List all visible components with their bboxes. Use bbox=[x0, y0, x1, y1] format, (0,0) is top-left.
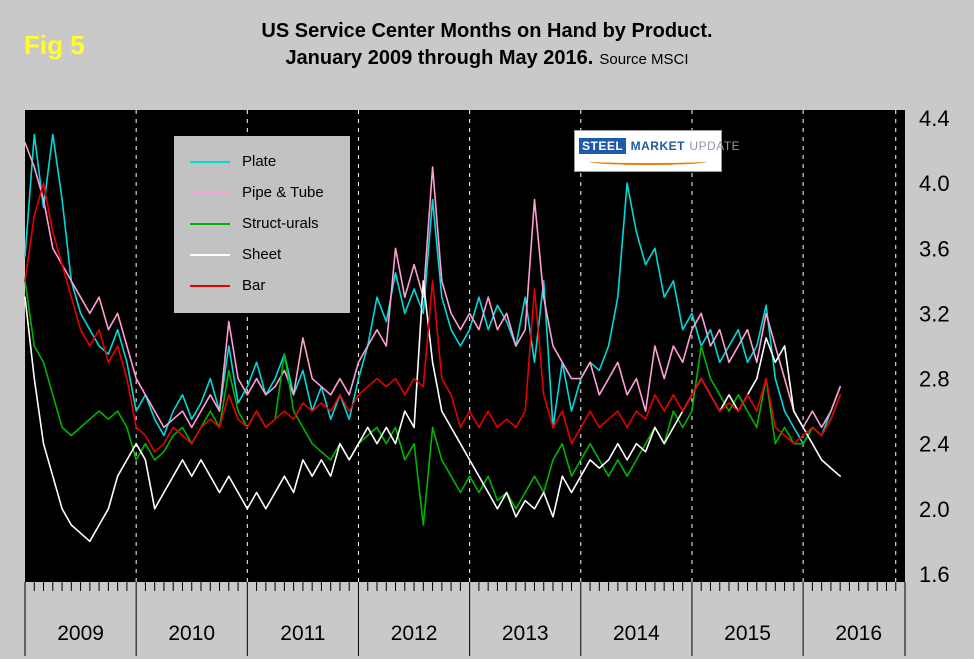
legend-item-pipe-tube: Pipe & Tube bbox=[190, 177, 350, 208]
legend-item-plate: Plate bbox=[190, 146, 350, 177]
legend-line-swatch bbox=[190, 191, 230, 194]
steel-market-update-logo: STEEL MARKET UPDATE bbox=[574, 130, 740, 172]
y-axis-tick-label: 4.0 bbox=[919, 171, 950, 196]
legend-label: Pipe & Tube bbox=[242, 184, 324, 201]
logo-word-update: UPDATE bbox=[689, 139, 741, 153]
legend-label: Struct-urals bbox=[242, 215, 319, 232]
legend-line-swatch bbox=[190, 253, 230, 256]
logo-word-market: MARKET bbox=[630, 139, 685, 153]
chart-header: US Service Center Months on Hand by Prod… bbox=[0, 18, 974, 72]
series-line-pipe-tube bbox=[24, 141, 842, 429]
legend-label: Sheet bbox=[242, 246, 282, 263]
x-axis-year-label: 2012 bbox=[391, 622, 438, 645]
legend-label: Plate bbox=[242, 153, 277, 170]
y-axis-tick-label: 3.6 bbox=[919, 236, 950, 261]
chart-legend: Plate Pipe & Tube Struct-urals Sheet Bar bbox=[174, 136, 350, 313]
plot-area bbox=[25, 110, 905, 582]
logo-text: STEEL MARKET UPDATE bbox=[579, 137, 740, 155]
legend-item-bar: Bar bbox=[190, 270, 350, 301]
series-line-plate bbox=[24, 133, 842, 445]
x-axis-year-label: 2009 bbox=[57, 622, 104, 645]
chart-title-dates: January 2009 through May 2016. bbox=[285, 47, 594, 69]
x-axis-year-label: 2016 bbox=[835, 622, 882, 645]
logo-orange-arc bbox=[589, 158, 707, 165]
y-axis-tick-label: 2.4 bbox=[919, 432, 950, 457]
legend-item-struct-urals: Struct-urals bbox=[190, 208, 350, 239]
legend-line-swatch bbox=[190, 160, 230, 163]
chart-source-label: Source MSCI bbox=[599, 51, 689, 68]
x-axis-year-label: 2010 bbox=[168, 622, 215, 645]
y-axis-tick-label: 2.8 bbox=[919, 367, 950, 392]
logo-word-steel: STEEL bbox=[579, 138, 627, 154]
x-axis-year-label: 2015 bbox=[724, 622, 771, 645]
series-line-bar bbox=[24, 182, 842, 453]
y-axis-tick-label: 2.0 bbox=[919, 497, 950, 522]
legend-item-sheet: Sheet bbox=[190, 239, 350, 270]
chart-title-line2: January 2009 through May 2016. Source MSC… bbox=[0, 45, 974, 72]
series-line-struct-urals bbox=[24, 280, 842, 526]
x-axis-year-label: 2013 bbox=[502, 622, 549, 645]
legend-label: Bar bbox=[242, 277, 266, 294]
x-axis-year-label: 2014 bbox=[613, 622, 660, 645]
legend-line-swatch bbox=[190, 222, 230, 225]
legend-line-swatch bbox=[190, 284, 230, 287]
y-axis-tick-label: 3.2 bbox=[919, 301, 950, 326]
y-axis-tick-label: 4.4 bbox=[919, 106, 950, 131]
chart-title-line1: US Service Center Months on Hand by Prod… bbox=[261, 20, 713, 42]
x-axis-year-label: 2011 bbox=[280, 622, 325, 645]
y-axis-tick-label: 1.6 bbox=[919, 562, 950, 587]
figure-number-label: Fig 5 bbox=[24, 30, 85, 60]
